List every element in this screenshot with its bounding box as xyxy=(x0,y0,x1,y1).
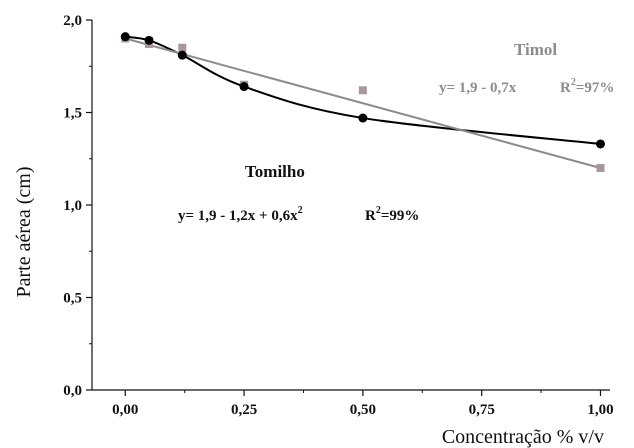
point-timol xyxy=(178,43,187,52)
point-timol xyxy=(358,86,367,95)
data-points xyxy=(120,32,605,172)
fit-line-timol xyxy=(125,37,601,169)
series-label-timol: Timol xyxy=(514,40,557,59)
x-tick-label: 0,75 xyxy=(469,402,495,418)
x-tick-label: 0,50 xyxy=(350,402,376,418)
r2-timol-prefix: R xyxy=(560,80,571,96)
r2-timol-superscript: 2 xyxy=(571,77,576,88)
equation-timol: y= 1,9 - 0,7x R2=97% xyxy=(439,77,614,96)
r2-tomilho-prefix: R xyxy=(365,208,376,224)
equation-tomilho: y= 1,9 - 1,2x + 0,6x2 R2=99% xyxy=(178,201,419,224)
r2-tomilho-superscript: 2 xyxy=(376,205,381,216)
point-tomilho xyxy=(120,32,130,42)
point-tomilho xyxy=(358,113,368,123)
y-tick-label: 0,5 xyxy=(63,291,82,307)
y-axis-title: Parte aérea (cm) xyxy=(13,166,35,297)
r2-tomilho-value: =99% xyxy=(381,208,420,224)
axes: 0,0 0,5 1,0 1,5 2,0 0,00 0,25 0,50 0,75 1,00 xyxy=(63,13,613,418)
series-label-tomilho: Tomilho xyxy=(245,162,305,181)
r2-timol-value: =97% xyxy=(576,80,615,96)
point-tomilho xyxy=(239,82,249,92)
point-tomilho xyxy=(177,50,187,60)
y-tick-label: 1,0 xyxy=(63,198,82,214)
point-tomilho xyxy=(144,35,154,45)
equation-tomilho-superscript: 2 xyxy=(298,205,303,216)
x-axis-title: Concentração % v/v xyxy=(442,426,604,448)
y-tick-label: 2,0 xyxy=(63,13,82,29)
y-tick-label: 0,0 xyxy=(63,383,82,399)
y-tick-label: 1,5 xyxy=(63,106,82,122)
equation-tomilho-text: y= 1,9 - 1,2x + 0,6x xyxy=(178,208,298,224)
point-tomilho xyxy=(595,139,605,149)
x-tick-label: 1,00 xyxy=(587,402,613,418)
x-tick-label: 0,00 xyxy=(112,402,138,418)
equation-timol-text: y= 1,9 - 0,7x xyxy=(439,80,517,96)
x-tick-label: 0,25 xyxy=(231,402,257,418)
point-timol xyxy=(596,164,605,172)
